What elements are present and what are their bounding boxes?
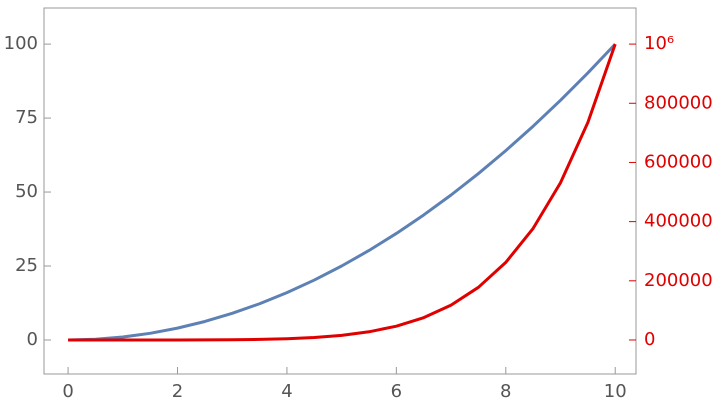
y-tick-label: 50	[15, 181, 38, 202]
y-tick-label: 25	[15, 255, 38, 276]
x-tick-label: 4	[281, 381, 292, 402]
series-line	[68, 43, 617, 342]
y2-tick-label: 400000	[644, 211, 713, 232]
y2-tick-label: 10⁶	[644, 33, 674, 54]
y-tick-label: 100	[4, 33, 38, 54]
x-tick-label: 8	[500, 381, 511, 402]
x-tick-label: 0	[62, 381, 73, 402]
x-tick-label: 6	[391, 381, 402, 402]
y2-tick-label: 200000	[644, 270, 713, 291]
y-tick-label: 75	[15, 107, 38, 128]
x-tick-label: 2	[172, 381, 183, 402]
y2-tick-label: 0	[644, 329, 655, 350]
plot-frame	[43, 7, 637, 375]
y2-tick-label: 600000	[644, 151, 713, 172]
x-tick-label: 10	[604, 381, 627, 402]
series-line	[68, 43, 617, 342]
y-tick-label: 0	[27, 329, 38, 350]
y2-tick-label: 800000	[644, 92, 713, 113]
